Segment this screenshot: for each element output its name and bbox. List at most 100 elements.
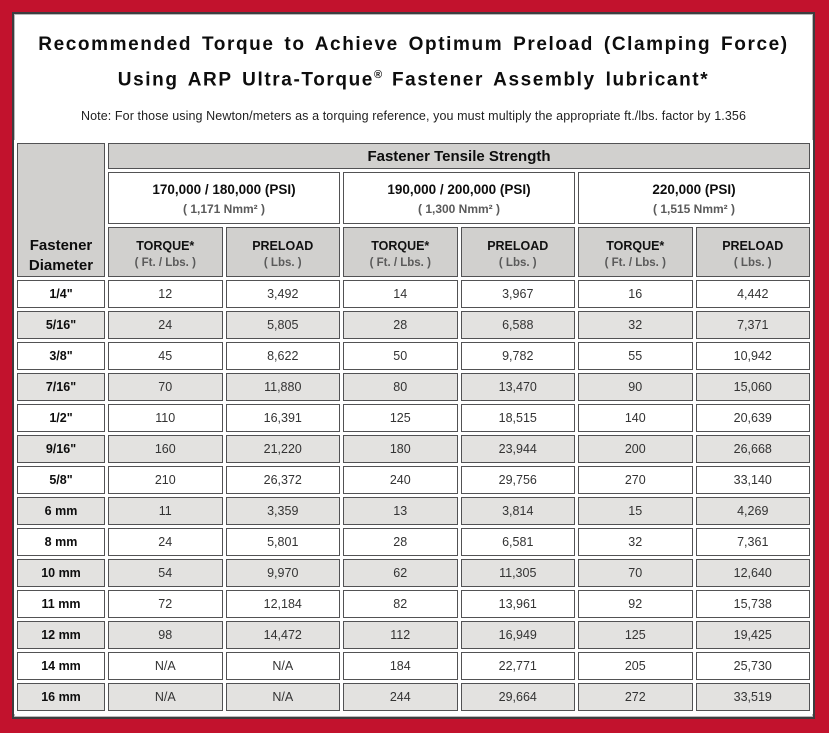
preload-value-cell: 19,425 xyxy=(695,621,810,649)
torque-value-cell: 180 xyxy=(343,435,458,463)
preload-value-cell: 7,361 xyxy=(695,528,810,556)
torque-table: Fastener Diameter Fastener Tensile Stren… xyxy=(14,140,813,714)
table-row: 6 mm 11 3,359 13 3,814 15 4,269 xyxy=(17,497,810,525)
table-body: 1/4" 12 3,492 14 3,967 16 4,442 5/16" 24 5,805 28 6… xyxy=(17,280,810,711)
preload-value-cell: 8,622 xyxy=(225,342,340,370)
preload-unit: ( Lbs. ) xyxy=(498,257,537,269)
fastener-diameter-cell: 5/8" xyxy=(17,466,105,494)
torque-unit: ( Ft. / Lbs. ) xyxy=(369,257,431,269)
torque-value-cell: 270 xyxy=(578,466,693,494)
torque-column-header-2: TORQUE* ( Ft. / Lbs. ) xyxy=(578,227,693,277)
torque-value-cell: 244 xyxy=(343,683,458,711)
title-block: Recommended Torque to Achieve Optimum Pr… xyxy=(14,14,813,140)
preload-column-header-1: PRELOAD ( Lbs. ) xyxy=(460,227,575,277)
table-row: 1/4" 12 3,492 14 3,967 16 4,442 xyxy=(17,280,810,308)
fastener-diameter-cell: 10 mm xyxy=(17,559,105,587)
fastener-diameter-cell: 5/16" xyxy=(17,311,105,339)
fastener-diameter-cell: 1/2" xyxy=(17,404,105,432)
preload-value-cell: 3,814 xyxy=(460,497,575,525)
torque-value-cell: 24 xyxy=(108,528,223,556)
fastener-diameter-cell: 16 mm xyxy=(17,683,105,711)
psi-group-header-1: 190,000 / 200,000 (PSI) ( 1,300 Nmm² ) xyxy=(343,172,575,224)
psi-rating: 220,000 (PSI) xyxy=(652,182,736,197)
fastener-diameter-cell: 8 mm xyxy=(17,528,105,556)
preload-value-cell: 3,967 xyxy=(460,280,575,308)
preload-value-cell: 21,220 xyxy=(225,435,340,463)
preload-value-cell: 11,880 xyxy=(225,373,340,401)
preload-label: PRELOAD xyxy=(722,239,784,253)
torque-value-cell: 54 xyxy=(108,559,223,587)
preload-value-cell: 3,492 xyxy=(225,280,340,308)
preload-value-cell: 12,640 xyxy=(695,559,810,587)
torque-value-cell: 125 xyxy=(343,404,458,432)
torque-value-cell: 110 xyxy=(108,404,223,432)
torque-value-cell: 32 xyxy=(578,311,693,339)
preload-value-cell: 9,782 xyxy=(460,342,575,370)
content-panel: Recommended Torque to Achieve Optimum Pr… xyxy=(12,12,815,719)
torque-value-cell: 90 xyxy=(578,373,693,401)
torque-value-cell: 272 xyxy=(578,683,693,711)
torque-unit: ( Ft. / Lbs. ) xyxy=(604,257,666,269)
fastener-diameter-cell: 11 mm xyxy=(17,590,105,618)
torque-label: TORQUE* xyxy=(136,239,195,253)
newton-meters-note: Note: For those using Newton/meters as a… xyxy=(80,109,746,124)
preload-column-header-2: PRELOAD ( Lbs. ) xyxy=(695,227,810,277)
preload-value-cell: 9,970 xyxy=(225,559,340,587)
nmm-rating: ( 1,515 Nmm² ) xyxy=(652,202,736,216)
preload-value-cell: N/A xyxy=(225,652,340,680)
preload-value-cell: N/A xyxy=(225,683,340,711)
torque-value-cell: 50 xyxy=(343,342,458,370)
preload-value-cell: 6,581 xyxy=(460,528,575,556)
preload-value-cell: 25,730 xyxy=(695,652,810,680)
fastener-diameter-cell: 3/8" xyxy=(17,342,105,370)
psi-rating: 170,000 / 180,000 (PSI) xyxy=(152,182,296,197)
torque-value-cell: 125 xyxy=(578,621,693,649)
preload-value-cell: 14,472 xyxy=(225,621,340,649)
torque-value-cell: 12 xyxy=(108,280,223,308)
torque-value-cell: N/A xyxy=(108,683,223,711)
torque-value-cell: 70 xyxy=(578,559,693,587)
torque-value-cell: 62 xyxy=(343,559,458,587)
preload-value-cell: 33,519 xyxy=(695,683,810,711)
preload-value-cell: 16,391 xyxy=(225,404,340,432)
preload-value-cell: 7,371 xyxy=(695,311,810,339)
registered-trademark-symbol: ® xyxy=(373,69,383,81)
torque-value-cell: 14 xyxy=(343,280,458,308)
preload-unit: ( Lbs. ) xyxy=(263,257,302,269)
preload-value-cell: 15,060 xyxy=(695,373,810,401)
torque-value-cell: 70 xyxy=(108,373,223,401)
table-row: 7/16" 70 11,880 80 13,470 90 15,060 xyxy=(17,373,810,401)
tensile-strength-header: Fastener Tensile Strength xyxy=(108,143,810,169)
fastener-diameter-cell: 6 mm xyxy=(17,497,105,525)
torque-label: TORQUE* xyxy=(371,239,430,253)
corner-header-line1: Fastener xyxy=(29,237,93,254)
table-row: 11 mm 72 12,184 82 13,961 92 15,738 xyxy=(17,590,810,618)
torque-value-cell: N/A xyxy=(108,652,223,680)
preload-value-cell: 23,944 xyxy=(460,435,575,463)
torque-value-cell: 72 xyxy=(108,590,223,618)
title-line-2: Using ARP Ultra-Torque xyxy=(117,69,374,91)
torque-value-cell: 98 xyxy=(108,621,223,649)
torque-value-cell: 184 xyxy=(343,652,458,680)
preload-value-cell: 13,470 xyxy=(460,373,575,401)
table-row: 12 mm 98 14,472 112 16,949 125 19,425 xyxy=(17,621,810,649)
preload-column-header-0: PRELOAD ( Lbs. ) xyxy=(225,227,340,277)
torque-value-cell: 160 xyxy=(108,435,223,463)
table-row: 8 mm 24 5,801 28 6,581 32 7,361 xyxy=(17,528,810,556)
preload-value-cell: 33,140 xyxy=(695,466,810,494)
preload-value-cell: 4,442 xyxy=(695,280,810,308)
preload-label: PRELOAD xyxy=(487,239,549,253)
nmm-rating: ( 1,300 Nmm² ) xyxy=(417,202,501,216)
torque-value-cell: 28 xyxy=(343,311,458,339)
title-line-1: Recommended Torque to Achieve Optimum Pr… xyxy=(38,34,789,55)
preload-value-cell: 4,269 xyxy=(695,497,810,525)
preload-value-cell: 26,668 xyxy=(695,435,810,463)
torque-value-cell: 16 xyxy=(578,280,693,308)
table-header: Fastener Diameter Fastener Tensile Stren… xyxy=(17,143,810,277)
torque-value-cell: 15 xyxy=(578,497,693,525)
torque-value-cell: 13 xyxy=(343,497,458,525)
torque-column-header-1: TORQUE* ( Ft. / Lbs. ) xyxy=(343,227,458,277)
preload-value-cell: 10,942 xyxy=(695,342,810,370)
preload-value-cell: 16,949 xyxy=(460,621,575,649)
